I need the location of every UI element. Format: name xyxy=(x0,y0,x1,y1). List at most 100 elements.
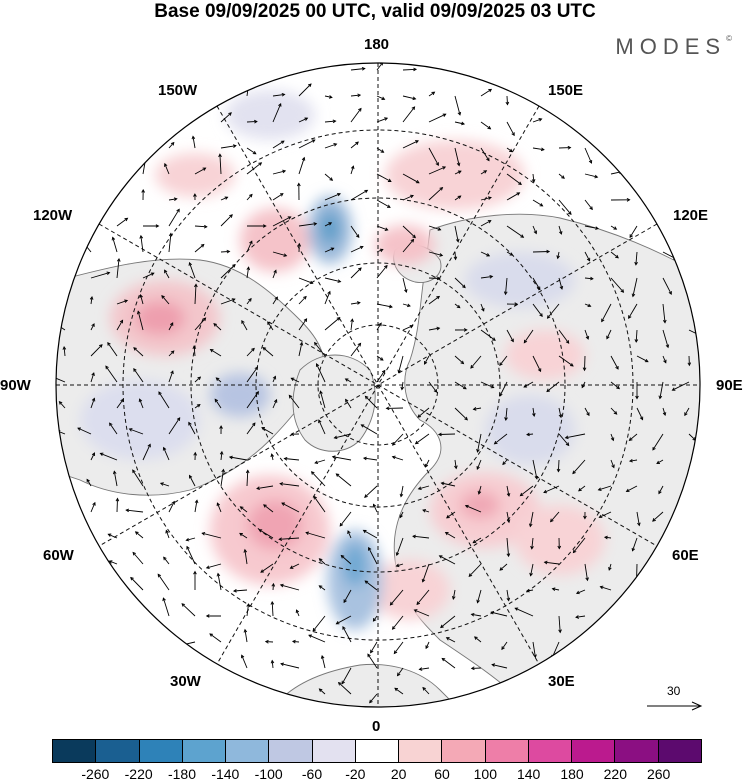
wind-arrow xyxy=(452,589,456,600)
wind-arrow-head xyxy=(239,506,244,510)
wind-arrow xyxy=(90,372,95,383)
wind-arrow-head xyxy=(501,646,505,651)
wind-arrow-head xyxy=(422,686,426,691)
wind-arrow xyxy=(672,381,690,391)
wind-arrow xyxy=(454,381,467,390)
wind-arrow-head xyxy=(481,307,485,312)
wind-arrow-head xyxy=(652,518,656,522)
wind-arrow-head xyxy=(457,111,462,116)
wind-arrow xyxy=(246,147,257,155)
wind-arrow xyxy=(610,459,615,468)
wind-arrow xyxy=(398,355,404,373)
wind-arrow xyxy=(365,395,378,409)
wind-arrow xyxy=(422,563,430,582)
wind-arrow xyxy=(324,291,331,305)
wind-arrow-head xyxy=(47,374,50,377)
wind-arrow xyxy=(610,381,620,389)
wind-arrow xyxy=(364,580,378,591)
wind-arrow-head xyxy=(343,599,347,604)
wind-arrow xyxy=(298,117,308,123)
wind-arrow xyxy=(402,303,411,307)
wind-arrow-head xyxy=(637,522,641,527)
wind-arrow xyxy=(558,277,563,290)
wind-arrow xyxy=(635,251,638,265)
wind-arrow xyxy=(350,267,362,279)
wind-arrow-head xyxy=(486,253,491,257)
wind-arrow xyxy=(610,277,624,293)
wind-arrow-head xyxy=(658,490,662,495)
wind-arrow-head xyxy=(355,234,360,239)
wind-arrow xyxy=(480,275,493,279)
wind-arrow-head xyxy=(581,384,585,389)
wind-arrow xyxy=(523,329,534,343)
wind-arrow xyxy=(506,121,515,136)
wind-arrow-head xyxy=(564,435,569,440)
wind-arrow-head xyxy=(301,156,306,161)
wind-arrow-head xyxy=(388,304,393,309)
wind-arrow-head xyxy=(56,323,60,328)
wind-arrow-head xyxy=(318,688,323,692)
wind-arrow xyxy=(210,349,222,357)
wind-arrow-head xyxy=(205,614,210,618)
wind-arrow-head xyxy=(240,654,245,659)
wind-arrow-head xyxy=(360,424,365,428)
wind-arrow-head xyxy=(415,179,420,184)
wind-arrow-head xyxy=(270,453,275,458)
wind-arrow-head xyxy=(155,224,160,228)
wind-arrow xyxy=(59,401,66,409)
wind-arrow-head xyxy=(412,96,417,101)
lon-label-120e: 120E xyxy=(673,207,709,224)
wind-arrow xyxy=(584,225,599,230)
wind-arrow-head xyxy=(634,339,639,343)
wind-arrow-head xyxy=(399,514,403,519)
wind-arrow xyxy=(132,552,144,565)
wind-arrow xyxy=(280,663,300,669)
wind-arrow xyxy=(662,277,672,295)
wind-arrow xyxy=(90,323,95,331)
wind-arrow-head xyxy=(499,362,503,367)
wind-arrow xyxy=(246,604,249,617)
wind-arrow-head xyxy=(556,468,561,473)
wind-arrow xyxy=(298,139,316,149)
wind-arrow-head xyxy=(214,398,219,403)
wind-arrow xyxy=(662,355,667,363)
wind-arrow-head xyxy=(387,178,392,182)
wind-arrow xyxy=(558,615,561,633)
wind-arrow xyxy=(298,342,303,357)
wind-arrow xyxy=(220,264,236,279)
wind-arrow xyxy=(350,319,353,331)
wind-arrow xyxy=(129,428,144,435)
wind-arrow xyxy=(506,589,510,601)
wind-arrow-head xyxy=(147,443,151,448)
wind-arrow xyxy=(584,407,590,416)
wind-arrow xyxy=(279,537,300,540)
wind-arrow xyxy=(246,298,252,305)
wind-arrow xyxy=(446,511,456,519)
wind-arrow-head xyxy=(418,667,423,671)
wind-arrow xyxy=(116,498,118,513)
wind-arrow xyxy=(271,454,274,461)
wind-arrow-head xyxy=(106,271,111,276)
wind-arrow-head xyxy=(232,263,236,268)
wind-arrow-head xyxy=(289,565,294,569)
reference-vector-label: 30 xyxy=(667,684,681,698)
wind-arrow xyxy=(441,658,456,669)
colorbar-tick-label: -20 xyxy=(345,766,366,782)
wind-arrow xyxy=(428,166,446,175)
wind-arrow xyxy=(370,641,378,653)
wind-arrow-head xyxy=(410,238,415,243)
wind-arrow xyxy=(558,329,570,344)
wind-arrow xyxy=(454,459,457,469)
wind-arrow-head xyxy=(520,234,525,238)
wind-arrow xyxy=(188,422,196,435)
wind-arrow-head xyxy=(417,414,422,418)
wind-arrow-head xyxy=(412,534,416,539)
wind-arrow xyxy=(626,485,638,492)
wind-arrow xyxy=(688,433,696,441)
wind-arrow-head xyxy=(62,345,67,350)
wind-arrow-head xyxy=(559,285,564,290)
wind-arrow-head xyxy=(586,412,590,417)
wind-arrow xyxy=(260,563,274,573)
wind-arrow-head xyxy=(460,360,465,365)
wind-arrow-head xyxy=(358,267,362,272)
